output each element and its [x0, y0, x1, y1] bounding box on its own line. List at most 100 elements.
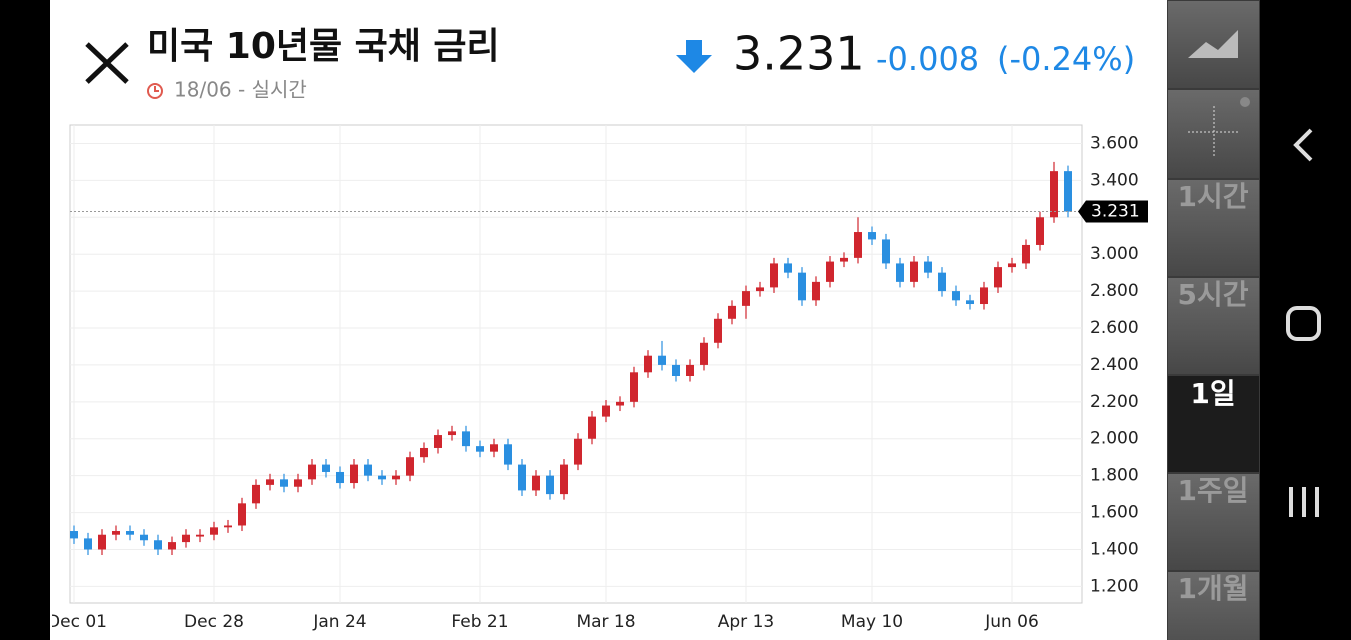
- candle-body: [182, 534, 190, 543]
- title: 미국 10년물 국채 금리: [147, 26, 500, 67]
- chart-type-button[interactable]: [1168, 1, 1259, 88]
- chart-icon: [1188, 30, 1238, 58]
- candle-body: [826, 261, 834, 282]
- candle-body: [378, 475, 386, 480]
- y-tick-label: 2.000: [1090, 429, 1139, 449]
- candle-body: [238, 503, 246, 526]
- y-tick-label: 2.400: [1090, 355, 1139, 375]
- candle-body: [1050, 171, 1058, 218]
- interval-label: 1주일: [1177, 474, 1248, 507]
- candle-body: [952, 291, 960, 301]
- clock-icon: [147, 83, 163, 99]
- candle-body: [406, 457, 414, 476]
- change: -0.008: [876, 40, 979, 78]
- candle-body: [630, 372, 638, 402]
- x-tick-label: Mar 18: [576, 612, 635, 632]
- last-price-tag: [1078, 200, 1148, 223]
- x-tick-label: May 10: [841, 612, 903, 632]
- candle-body: [770, 263, 778, 288]
- y-tick-label: 2.600: [1090, 318, 1139, 338]
- candle-body: [112, 531, 120, 535]
- candle-body: [728, 305, 736, 319]
- plot: Dec 01 Dec 28 Jan 24 Feb 21 Mar 18 Apr 13 May …: [52, 125, 1082, 632]
- candle-body: [658, 355, 666, 365]
- candle-body: [868, 232, 876, 240]
- interval-button[interactable]: [1168, 572, 1259, 640]
- candle-body: [448, 431, 456, 436]
- candle-body: [756, 287, 764, 292]
- candle-body: [672, 364, 680, 376]
- candle-body: [966, 300, 974, 305]
- y-tick-label: 3.400: [1090, 170, 1139, 190]
- candle-body: [714, 318, 722, 343]
- plot-frame: [69, 124, 1083, 604]
- candle-body: [434, 435, 442, 448]
- candle-body: [1022, 244, 1030, 264]
- candle-body: [840, 257, 848, 262]
- candle-body: [784, 263, 792, 273]
- candle-body: [882, 239, 890, 264]
- interval-label: 1일: [1190, 377, 1235, 410]
- candle-body: [84, 538, 92, 550]
- price: 3.231: [733, 27, 865, 81]
- candle-body: [322, 464, 330, 472]
- interval-button[interactable]: [1168, 376, 1259, 472]
- candle-body: [532, 475, 540, 491]
- y-tick-label: 3.600: [1090, 133, 1139, 153]
- x-tick-label: Jan 24: [312, 612, 366, 632]
- candle-body: [980, 287, 988, 305]
- candle-body: [574, 438, 582, 465]
- candle-body: [490, 444, 498, 452]
- content: [50, 0, 1167, 640]
- candle-body: [294, 479, 302, 487]
- candle-body: [462, 431, 470, 447]
- back-button[interactable]: [1293, 128, 1313, 162]
- interval-list: 1시간 5시간 1일 1주일 1개월: [1168, 180, 1259, 640]
- last-price-label: 3.231: [1091, 202, 1140, 222]
- recent-button[interactable]: [1289, 487, 1319, 517]
- home-button[interactable]: [1286, 306, 1321, 341]
- candle-body: [518, 464, 526, 491]
- close-button[interactable]: [85, 42, 129, 84]
- candle-body: [504, 444, 512, 465]
- candle-body: [560, 464, 568, 495]
- candle-body: [924, 261, 932, 273]
- y-tick-label: 1.600: [1090, 503, 1139, 523]
- candle-body: [154, 540, 162, 550]
- candle-body: [686, 364, 694, 376]
- x-tick-label: Feb 21: [451, 612, 508, 632]
- subtitle: 18/06 - 실시간: [174, 78, 307, 102]
- candle-body: [280, 479, 288, 487]
- crosshair-icon: [1188, 106, 1240, 158]
- candle-body: [1008, 263, 1016, 268]
- x-tick-label: Apr 13: [718, 612, 774, 632]
- candle-body: [798, 272, 806, 301]
- candle-body: [994, 267, 1002, 288]
- candle-body: [350, 464, 358, 484]
- candle-body: [602, 405, 610, 417]
- candle-body: [812, 281, 820, 301]
- x-tick-label: Dec 28: [184, 612, 244, 632]
- candle-body: [210, 527, 218, 535]
- candle-body: [266, 479, 274, 485]
- candle-body: [546, 475, 554, 495]
- left-bar: [0, 0, 50, 640]
- interval-label: 1개월: [1177, 572, 1248, 605]
- candle-body: [854, 232, 862, 258]
- interval-button[interactable]: [1168, 278, 1259, 374]
- candle-body: [742, 291, 750, 306]
- interval-button[interactable]: [1168, 474, 1259, 570]
- x-tick-label: Jun 06: [984, 612, 1039, 632]
- candle-body: [910, 261, 918, 282]
- candle-body: [224, 525, 232, 528]
- interval-button[interactable]: [1168, 180, 1259, 276]
- y-tick-label: 3.000: [1090, 244, 1139, 264]
- candle-body: [896, 263, 904, 282]
- candle-body: [938, 272, 946, 292]
- candle-body: [700, 342, 708, 365]
- candle-body: [1036, 217, 1044, 245]
- candle-body: [98, 534, 106, 550]
- indicator-dot: [1240, 97, 1250, 107]
- close-icon: [85, 42, 129, 84]
